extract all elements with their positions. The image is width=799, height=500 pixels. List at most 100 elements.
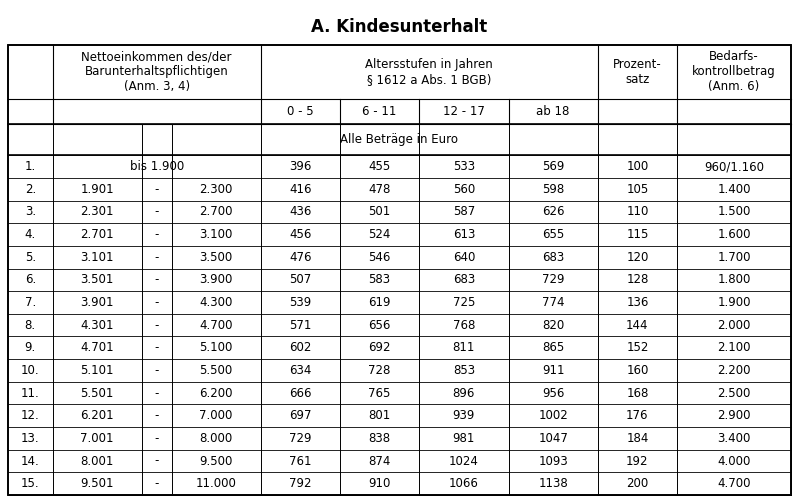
Text: 613: 613: [453, 228, 475, 241]
Text: 4.700: 4.700: [718, 477, 751, 490]
Text: 476: 476: [289, 250, 312, 264]
Text: 144: 144: [626, 318, 649, 332]
Text: 8.001: 8.001: [81, 454, 114, 468]
Text: 2.200: 2.200: [718, 364, 751, 377]
Text: 3.901: 3.901: [81, 296, 114, 309]
Text: 115: 115: [626, 228, 649, 241]
Text: ab 18: ab 18: [536, 105, 570, 118]
Text: 697: 697: [289, 409, 312, 422]
Text: 811: 811: [453, 342, 475, 354]
Text: 1.400: 1.400: [718, 182, 751, 196]
Text: 110: 110: [626, 206, 649, 218]
Text: 5.: 5.: [25, 250, 36, 264]
Text: Bedarfs-
kontrollbetrag
(Anm. 6): Bedarfs- kontrollbetrag (Anm. 6): [692, 50, 776, 94]
Text: 656: 656: [368, 318, 391, 332]
Text: 128: 128: [626, 274, 649, 286]
Text: 1093: 1093: [539, 454, 568, 468]
Text: 666: 666: [289, 386, 312, 400]
Text: 100: 100: [626, 160, 649, 173]
Text: 6 - 11: 6 - 11: [363, 105, 397, 118]
Text: 774: 774: [542, 296, 564, 309]
Text: 896: 896: [453, 386, 475, 400]
Text: 7.001: 7.001: [81, 432, 114, 445]
Text: 524: 524: [368, 228, 391, 241]
Text: 655: 655: [542, 228, 564, 241]
Text: 1138: 1138: [539, 477, 568, 490]
Text: 2.500: 2.500: [718, 386, 751, 400]
Text: 3.501: 3.501: [81, 274, 114, 286]
Text: 619: 619: [368, 296, 391, 309]
Text: 761: 761: [289, 454, 312, 468]
Text: 1.800: 1.800: [718, 274, 751, 286]
Text: 820: 820: [542, 318, 564, 332]
Text: 168: 168: [626, 386, 649, 400]
Text: 2.701: 2.701: [81, 228, 114, 241]
Text: 8.000: 8.000: [200, 432, 233, 445]
Text: 939: 939: [453, 409, 475, 422]
Text: 3.900: 3.900: [200, 274, 233, 286]
Text: 2.000: 2.000: [718, 318, 751, 332]
Text: 546: 546: [368, 250, 391, 264]
Text: 2.301: 2.301: [81, 206, 114, 218]
Text: 200: 200: [626, 477, 649, 490]
Text: -: -: [154, 274, 159, 286]
Text: 3.100: 3.100: [200, 228, 233, 241]
Text: 4.300: 4.300: [200, 296, 233, 309]
Text: A. Kindesunterhalt: A. Kindesunterhalt: [312, 18, 487, 36]
Text: 560: 560: [453, 182, 475, 196]
Text: 3.500: 3.500: [200, 250, 233, 264]
Text: 602: 602: [289, 342, 312, 354]
Text: 539: 539: [289, 296, 312, 309]
Text: 455: 455: [368, 160, 391, 173]
Text: 956: 956: [542, 386, 564, 400]
Text: 105: 105: [626, 182, 649, 196]
Text: 152: 152: [626, 342, 649, 354]
Text: -: -: [154, 318, 159, 332]
Text: Prozent-
satz: Prozent- satz: [613, 58, 662, 86]
Text: 692: 692: [368, 342, 391, 354]
Text: 5.500: 5.500: [200, 364, 233, 377]
Text: -: -: [154, 342, 159, 354]
Text: 1.900: 1.900: [718, 296, 751, 309]
Text: 13.: 13.: [21, 432, 40, 445]
Text: 626: 626: [542, 206, 564, 218]
Text: 874: 874: [368, 454, 391, 468]
Text: 12 - 17: 12 - 17: [443, 105, 485, 118]
Text: 9.500: 9.500: [200, 454, 233, 468]
Text: 8.: 8.: [25, 318, 36, 332]
Text: 765: 765: [368, 386, 391, 400]
Text: Nettoeinkommen des/der
Barunterhaltspflichtigen
(Anm. 3, 4): Nettoeinkommen des/der Barunterhaltspfli…: [81, 50, 232, 94]
Text: -: -: [154, 228, 159, 241]
Text: -: -: [154, 182, 159, 196]
Text: 2.100: 2.100: [718, 342, 751, 354]
Text: 683: 683: [453, 274, 475, 286]
Text: 5.100: 5.100: [200, 342, 233, 354]
Text: 583: 583: [368, 274, 391, 286]
Text: 729: 729: [542, 274, 564, 286]
Text: 4.301: 4.301: [81, 318, 114, 332]
Text: -: -: [154, 454, 159, 468]
Text: 5.101: 5.101: [81, 364, 114, 377]
Text: 865: 865: [542, 342, 564, 354]
Text: 911: 911: [542, 364, 564, 377]
Text: -: -: [154, 250, 159, 264]
Text: 176: 176: [626, 409, 649, 422]
Text: 533: 533: [453, 160, 475, 173]
Text: 981: 981: [453, 432, 475, 445]
Text: 960/1.160: 960/1.160: [704, 160, 764, 173]
Text: 4.700: 4.700: [200, 318, 233, 332]
Text: -: -: [154, 477, 159, 490]
Text: 120: 120: [626, 250, 649, 264]
Text: 725: 725: [453, 296, 475, 309]
Text: 2.: 2.: [25, 182, 36, 196]
Text: 9.: 9.: [25, 342, 36, 354]
Text: 6.200: 6.200: [200, 386, 233, 400]
Text: 507: 507: [289, 274, 312, 286]
Text: 1002: 1002: [539, 409, 568, 422]
Text: 12.: 12.: [21, 409, 40, 422]
Text: -: -: [154, 206, 159, 218]
Text: Alle Beträge in Euro: Alle Beträge in Euro: [340, 133, 459, 146]
Text: 2.900: 2.900: [718, 409, 751, 422]
Text: -: -: [154, 409, 159, 422]
Text: 416: 416: [289, 182, 312, 196]
